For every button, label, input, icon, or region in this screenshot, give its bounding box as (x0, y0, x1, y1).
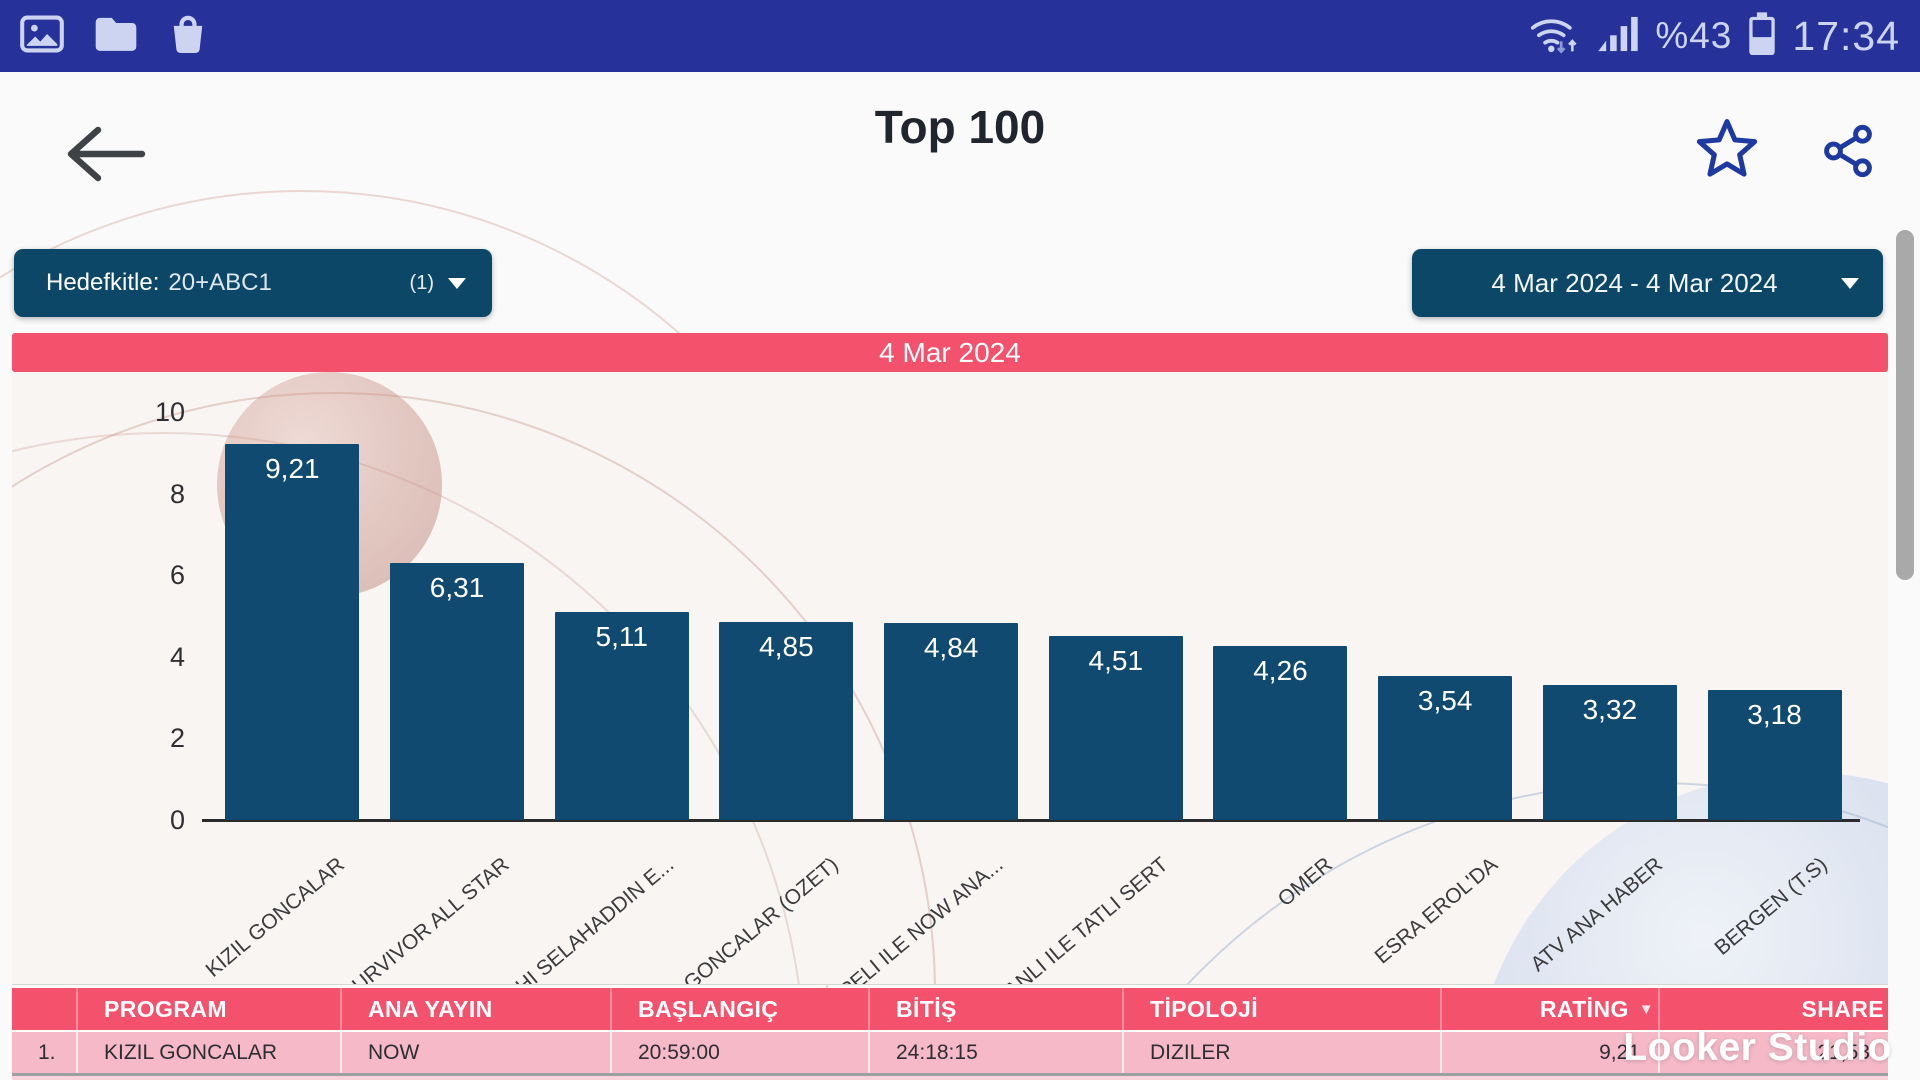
cell-tipoloji: DIZILER (1124, 1032, 1442, 1073)
column-header-tipoloji[interactable]: TİPOLOJİ (1124, 988, 1442, 1030)
y-axis: 0 2 4 6 8 10 (72, 392, 185, 835)
date-range-value: 4 Mar 2024 - 4 Mar 2024 (1491, 267, 1778, 298)
y-tick-label: 8 (169, 478, 185, 509)
y-tick-label: 0 (169, 805, 185, 835)
wifi-icon (1529, 12, 1581, 61)
folder-icon (94, 15, 138, 58)
bar-group[interactable]: 3,32 ATV ANA HABER (1526, 392, 1693, 976)
y-tick-label: 6 (169, 560, 185, 591)
bar[interactable]: 3,54 (1378, 675, 1513, 820)
clock: 17:34 (1792, 12, 1900, 59)
y-tick-label: 4 (169, 641, 185, 672)
favorite-button[interactable] (1694, 116, 1760, 182)
star-icon (1694, 119, 1760, 186)
status-bar: %43 17:34 (0, 0, 1920, 72)
bar-value-label: 4,85 (759, 631, 814, 663)
share-icon (1818, 124, 1878, 184)
bar-group[interactable]: 4,85 KIZIL GONCALAR (OZET) (638, 392, 869, 984)
audience-filter-value: 20+ABC1 (168, 269, 272, 296)
bar-group[interactable]: 5,11 KUDUS FATIHI SELAHADDIN E... (418, 392, 704, 984)
signal-icon (1597, 14, 1639, 59)
chart-date-banner-label: 4 Mar 2024 (879, 336, 1021, 368)
column-header-share[interactable]: SHARE (1801, 995, 1884, 1022)
program-table: PROGRAM ANA YAYIN BAŞLANGIÇ BİTİŞ TİPOLO… (12, 988, 1888, 1080)
table-divider (12, 1073, 1888, 1076)
bar-group[interactable]: 6,31 SURVIVOR ALL STAR (338, 392, 540, 984)
page-title: Top 100 (874, 101, 1046, 153)
audience-filter-label: Hedefkitle: (46, 269, 160, 296)
bar[interactable]: 3,18 (1707, 690, 1842, 820)
bar-value-label: 6,31 (429, 571, 485, 603)
bar[interactable]: 4,84 (884, 622, 1019, 820)
y-tick-label: 2 (169, 723, 185, 754)
cell-rating: 9,21 (1442, 1032, 1660, 1073)
bar-group[interactable]: 4,51 MUGE ANLI ILE TATLI SERT (949, 392, 1198, 984)
battery-icon (1748, 11, 1776, 61)
bar-value-label: 3,54 (1417, 684, 1473, 716)
bar[interactable]: 9,21 (225, 444, 360, 820)
bar[interactable]: 3,32 (1542, 684, 1677, 820)
cell-bitis: 24:18:15 (870, 1032, 1124, 1073)
table-next-row-clipped (12, 1076, 1888, 1080)
bar-value-label: 3,18 (1747, 699, 1802, 731)
gallery-icon (20, 15, 64, 58)
column-header-rating[interactable]: RATİNG ▼ (1442, 988, 1660, 1030)
bar-plot: 9,21 KIZIL GONCALAR 6,31 SURVIVOR ALL STAR 5… (202, 392, 1857, 984)
cell-share: 21,53 (1817, 1040, 1870, 1064)
status-indicators: %43 17:34 (1529, 11, 1900, 61)
bar[interactable]: 4,26 (1213, 646, 1348, 820)
bar[interactable]: 4,85 (719, 622, 854, 820)
looker-studio-watermark: Looker Studio (1623, 1026, 1892, 1069)
audience-filter-count: (1) (409, 271, 434, 294)
bar-value-label: 4,26 (1253, 655, 1308, 687)
bar-group[interactable]: 3,54 ESRA EROL'DA (1363, 392, 1528, 968)
row-number-header (12, 988, 78, 1030)
column-header-baslangic[interactable]: BAŞLANGIÇ (612, 988, 870, 1030)
bar-chart: 0 2 4 6 8 10 9,21 KIZIL GONCALAR 6,31 SURVIVOR A… (12, 372, 1888, 985)
bar[interactable]: 6,31 (390, 562, 525, 820)
cell-program: KIZIL GONCALAR (78, 1032, 342, 1073)
column-header-bitis[interactable]: BİTİŞ (870, 988, 1124, 1030)
share-button[interactable] (1818, 122, 1878, 180)
bar-value-label: 4,84 (923, 631, 979, 663)
cell-ana-yayin: NOW (342, 1032, 612, 1073)
shopping-bag-icon (168, 13, 208, 60)
bar[interactable]: 5,11 (554, 611, 689, 820)
back-arrow-icon (64, 126, 146, 188)
bar-group[interactable]: 9,21 KIZIL GONCALAR (202, 392, 375, 982)
notification-icons (20, 13, 208, 60)
chevron-down-icon (448, 277, 466, 289)
back-button[interactable] (64, 124, 146, 184)
bar-group[interactable]: 4,26 OMER (1198, 392, 1363, 911)
table-row[interactable]: 1. KIZIL GONCALAR NOW 20:59:00 24:18:15 … (12, 1030, 1888, 1073)
table-header-row: PROGRAM ANA YAYIN BAŞLANGIÇ BİTİŞ TİPOLO… (12, 988, 1888, 1030)
date-range-dropdown[interactable]: 4 Mar 2024 - 4 Mar 2024 (1412, 249, 1883, 317)
bar-group[interactable]: 4,84 SELCUK TEPELI ILE NOW ANA... (747, 392, 1034, 984)
chevron-down-icon (1841, 277, 1859, 289)
bar-value-label: 4,51 (1088, 645, 1144, 676)
sort-desc-icon: ▼ (1638, 1000, 1654, 1018)
cell-baslangic: 20:59:00 (612, 1032, 870, 1073)
scrollbar-thumb[interactable] (1896, 230, 1914, 580)
bar-value-label: 5,11 (595, 620, 648, 652)
column-header-program[interactable]: PROGRAM (78, 988, 342, 1030)
column-header-ana-yayin[interactable]: ANA YAYIN (342, 988, 612, 1030)
chart-date-banner: 4 Mar 2024 (12, 333, 1888, 372)
bar-value-label: 3,32 (1582, 693, 1638, 725)
bar[interactable]: 4,51 (1048, 636, 1183, 820)
x-axis-line (202, 819, 1860, 822)
y-tick-label: 10 (154, 397, 185, 427)
cell-row-number: 1. (12, 1032, 78, 1073)
battery-percent: %43 (1655, 15, 1733, 56)
audience-filter-dropdown[interactable]: Hedefkitle: 20+ABC1 (1) (14, 249, 492, 317)
bar-group[interactable]: 3,18 BERGEN (T.S) (1692, 392, 1857, 960)
bar-value-label: 9,21 (265, 453, 320, 485)
